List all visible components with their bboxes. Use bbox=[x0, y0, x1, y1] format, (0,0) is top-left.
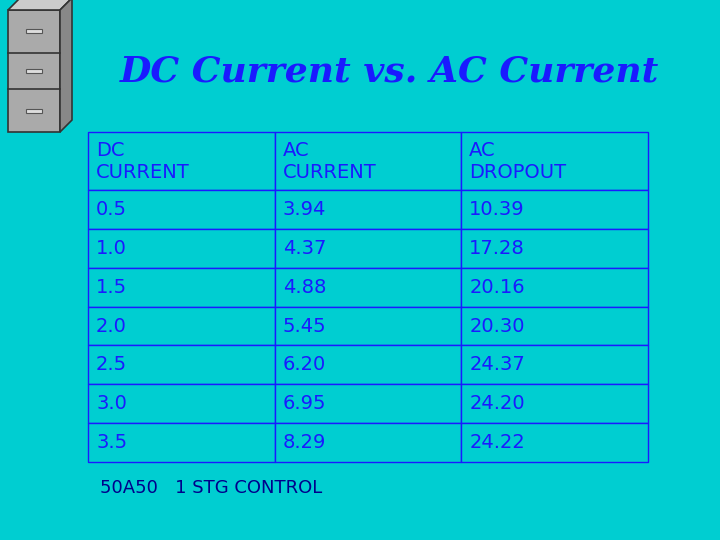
Text: DC Current vs. AC Current: DC Current vs. AC Current bbox=[120, 55, 660, 89]
Bar bbox=[462, 132, 648, 190]
Text: 20.16: 20.16 bbox=[469, 278, 525, 296]
Bar bbox=[274, 190, 462, 229]
Bar bbox=[274, 307, 462, 346]
Text: 3.0: 3.0 bbox=[96, 394, 127, 413]
Bar bbox=[88, 190, 274, 229]
Text: 0.5: 0.5 bbox=[96, 200, 127, 219]
Bar bbox=[274, 423, 462, 462]
Bar bbox=[274, 268, 462, 307]
Text: 24.37: 24.37 bbox=[469, 355, 525, 374]
Bar bbox=[88, 268, 274, 307]
Bar bbox=[462, 423, 648, 462]
Text: 10.39: 10.39 bbox=[469, 200, 525, 219]
Text: 24.22: 24.22 bbox=[469, 433, 525, 452]
Bar bbox=[88, 132, 274, 190]
Text: 3.94: 3.94 bbox=[283, 200, 326, 219]
Bar bbox=[26, 69, 42, 73]
Text: 6.20: 6.20 bbox=[283, 355, 326, 374]
Bar bbox=[462, 229, 648, 268]
Text: AC
CURRENT: AC CURRENT bbox=[283, 140, 377, 181]
Text: 50A50   1 STG CONTROL: 50A50 1 STG CONTROL bbox=[100, 479, 323, 497]
Bar bbox=[8, 10, 60, 132]
Text: 4.88: 4.88 bbox=[283, 278, 326, 296]
Bar bbox=[462, 307, 648, 346]
Text: 1.0: 1.0 bbox=[96, 239, 127, 258]
Polygon shape bbox=[8, 0, 72, 10]
Text: 1.5: 1.5 bbox=[96, 278, 127, 296]
Text: 2.5: 2.5 bbox=[96, 355, 127, 374]
Bar bbox=[274, 229, 462, 268]
Text: 6.95: 6.95 bbox=[283, 394, 326, 413]
Text: 3.5: 3.5 bbox=[96, 433, 127, 452]
Polygon shape bbox=[60, 0, 72, 132]
Bar bbox=[88, 384, 274, 423]
Bar bbox=[462, 268, 648, 307]
Text: 24.20: 24.20 bbox=[469, 394, 525, 413]
Bar bbox=[88, 423, 274, 462]
Bar bbox=[88, 346, 274, 384]
Text: 5.45: 5.45 bbox=[283, 316, 326, 335]
Bar bbox=[88, 229, 274, 268]
Bar bbox=[462, 190, 648, 229]
Text: 2.0: 2.0 bbox=[96, 316, 127, 335]
Bar bbox=[26, 29, 42, 33]
Bar bbox=[274, 132, 462, 190]
Bar bbox=[88, 307, 274, 346]
Bar bbox=[462, 346, 648, 384]
Text: 17.28: 17.28 bbox=[469, 239, 525, 258]
Bar bbox=[274, 346, 462, 384]
Text: DC
CURRENT: DC CURRENT bbox=[96, 140, 190, 181]
Text: 20.30: 20.30 bbox=[469, 316, 525, 335]
Text: 4.37: 4.37 bbox=[283, 239, 326, 258]
Text: 8.29: 8.29 bbox=[283, 433, 326, 452]
Bar bbox=[462, 384, 648, 423]
Bar bbox=[274, 384, 462, 423]
Text: AC
DROPOUT: AC DROPOUT bbox=[469, 140, 567, 181]
Bar bbox=[26, 109, 42, 113]
